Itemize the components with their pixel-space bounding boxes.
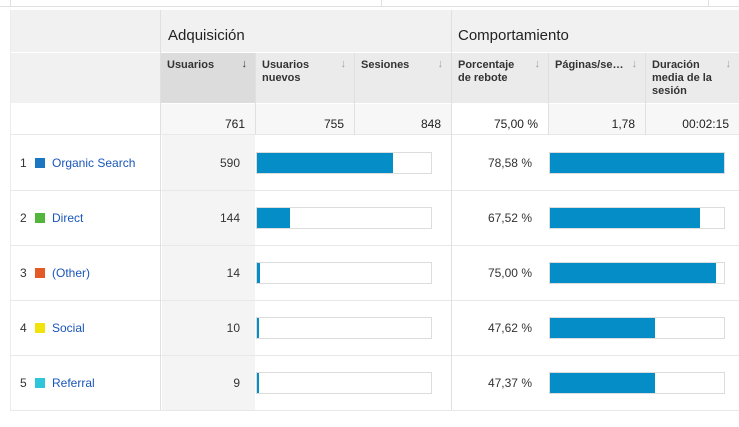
users-value: 144 xyxy=(219,211,240,225)
channel-link[interactable]: Referral xyxy=(52,376,95,390)
bounce-rate-bar-fill xyxy=(550,263,716,283)
users-bar-fill xyxy=(257,208,290,228)
column-header-avg-session-duration[interactable]: Duración media de la sesión ↓ xyxy=(646,53,739,103)
acquisition-group-label: Adquisición xyxy=(168,27,245,44)
legend-swatch xyxy=(35,378,45,388)
users-bar-fill xyxy=(257,318,259,338)
users-bar xyxy=(256,317,432,339)
bounce-rate-bar-fill xyxy=(550,153,724,173)
total-bounce-rate: 75,00 % xyxy=(452,104,548,134)
sort-arrow-icon[interactable]: ↓ xyxy=(241,58,248,70)
users-bar xyxy=(256,372,432,394)
row-number: 1 xyxy=(20,156,27,170)
legend-swatch xyxy=(35,158,45,168)
column-header-label: Porcentaje de rebote xyxy=(458,59,515,84)
users-cell-bg xyxy=(162,246,255,300)
bounce-rate-bar-fill xyxy=(550,208,700,228)
users-bar xyxy=(256,152,432,174)
sort-arrow-icon[interactable]: ↓ xyxy=(340,58,347,70)
users-bar-fill xyxy=(257,373,259,393)
legend-swatch xyxy=(35,213,45,223)
column-header-new-users[interactable]: Usuarios nuevos ↓ xyxy=(256,53,354,103)
row-divider xyxy=(10,190,739,191)
top-border-tick xyxy=(708,0,709,6)
top-border xyxy=(0,0,739,7)
users-value: 9 xyxy=(233,376,240,390)
bounce-rate-value: 78,58 % xyxy=(487,156,532,170)
row-number: 4 xyxy=(20,321,27,335)
bounce-rate-bar xyxy=(549,372,725,394)
column-header-users[interactable]: Usuarios ↓ xyxy=(161,53,255,103)
row-number: 5 xyxy=(20,376,27,390)
bounce-rate-bar xyxy=(549,262,725,284)
channel-link[interactable]: (Other) xyxy=(52,266,91,280)
row-divider xyxy=(10,355,739,356)
top-border-tick xyxy=(10,0,11,6)
bounce-rate-value: 67,52 % xyxy=(487,211,532,225)
total-sessions: 848 xyxy=(355,104,451,134)
total-avg-duration: 00:02:15 xyxy=(646,104,739,134)
sort-arrow-icon[interactable]: ↓ xyxy=(725,58,732,70)
dimension-column-header xyxy=(10,53,160,103)
column-header-pages-per-session[interactable]: Páginas/se… ↓ xyxy=(549,53,645,103)
channel-link[interactable]: Organic Search xyxy=(52,156,136,170)
column-separator xyxy=(548,53,549,135)
column-header-label: Sesiones xyxy=(361,59,410,71)
column-separator xyxy=(451,10,452,410)
column-separator xyxy=(354,53,355,135)
column-header-sessions[interactable]: Sesiones ↓ xyxy=(355,53,451,103)
column-header-label: Usuarios xyxy=(167,59,215,71)
total-pages-per-session: 1,78 xyxy=(549,104,645,134)
users-bar-fill xyxy=(257,263,260,283)
column-header-bounce-rate[interactable]: Porcentaje de rebote ↓ xyxy=(452,53,548,103)
users-value: 590 xyxy=(219,156,240,170)
row-divider xyxy=(10,410,739,411)
sort-arrow-icon[interactable]: ↓ xyxy=(534,58,541,70)
column-header-label: Usuarios nuevos xyxy=(262,59,310,84)
column-header-label: Duración media de la sesión xyxy=(652,59,712,97)
users-cell-bg xyxy=(162,191,255,245)
bounce-rate-value: 47,37 % xyxy=(487,376,532,390)
users-bar-fill xyxy=(257,153,393,173)
bounce-rate-value: 75,00 % xyxy=(487,266,532,280)
bounce-rate-bar xyxy=(549,152,725,174)
dimension-header-bg xyxy=(10,10,160,52)
top-border-tick xyxy=(381,0,382,6)
table-left-border xyxy=(10,10,11,410)
row-divider xyxy=(10,300,739,301)
users-cell-bg xyxy=(162,301,255,355)
users-cell-bg xyxy=(162,356,255,410)
behavior-group-bg xyxy=(452,10,739,52)
row-number: 3 xyxy=(20,266,27,280)
row-number: 2 xyxy=(20,211,27,225)
bounce-rate-value: 47,62 % xyxy=(487,321,532,335)
bounce-rate-bar-fill xyxy=(550,318,655,338)
column-header-label: Páginas/se… xyxy=(555,59,624,71)
legend-swatch xyxy=(35,268,45,278)
totals-dimension-cell xyxy=(10,104,160,134)
row-divider xyxy=(10,134,739,135)
channel-link[interactable]: Direct xyxy=(52,211,84,225)
users-bar xyxy=(256,207,432,229)
behavior-group-label: Comportamiento xyxy=(458,27,569,44)
column-separator xyxy=(645,53,646,135)
users-bar xyxy=(256,262,432,284)
bounce-rate-bar xyxy=(549,207,725,229)
acquisition-group-bg xyxy=(161,10,451,52)
users-value: 14 xyxy=(226,266,240,280)
sort-arrow-icon[interactable]: ↓ xyxy=(631,58,638,70)
channel-link[interactable]: Social xyxy=(52,321,85,335)
users-value: 10 xyxy=(226,321,240,335)
column-separator xyxy=(160,10,161,410)
legend-swatch xyxy=(35,323,45,333)
column-separator xyxy=(255,53,256,135)
row-divider xyxy=(10,245,739,246)
total-users: 761 xyxy=(161,104,255,134)
sort-arrow-icon[interactable]: ↓ xyxy=(437,58,444,70)
bounce-rate-bar xyxy=(549,317,725,339)
bounce-rate-bar-fill xyxy=(550,373,655,393)
users-cell-bg xyxy=(162,135,255,190)
total-new-users: 755 xyxy=(256,104,354,134)
